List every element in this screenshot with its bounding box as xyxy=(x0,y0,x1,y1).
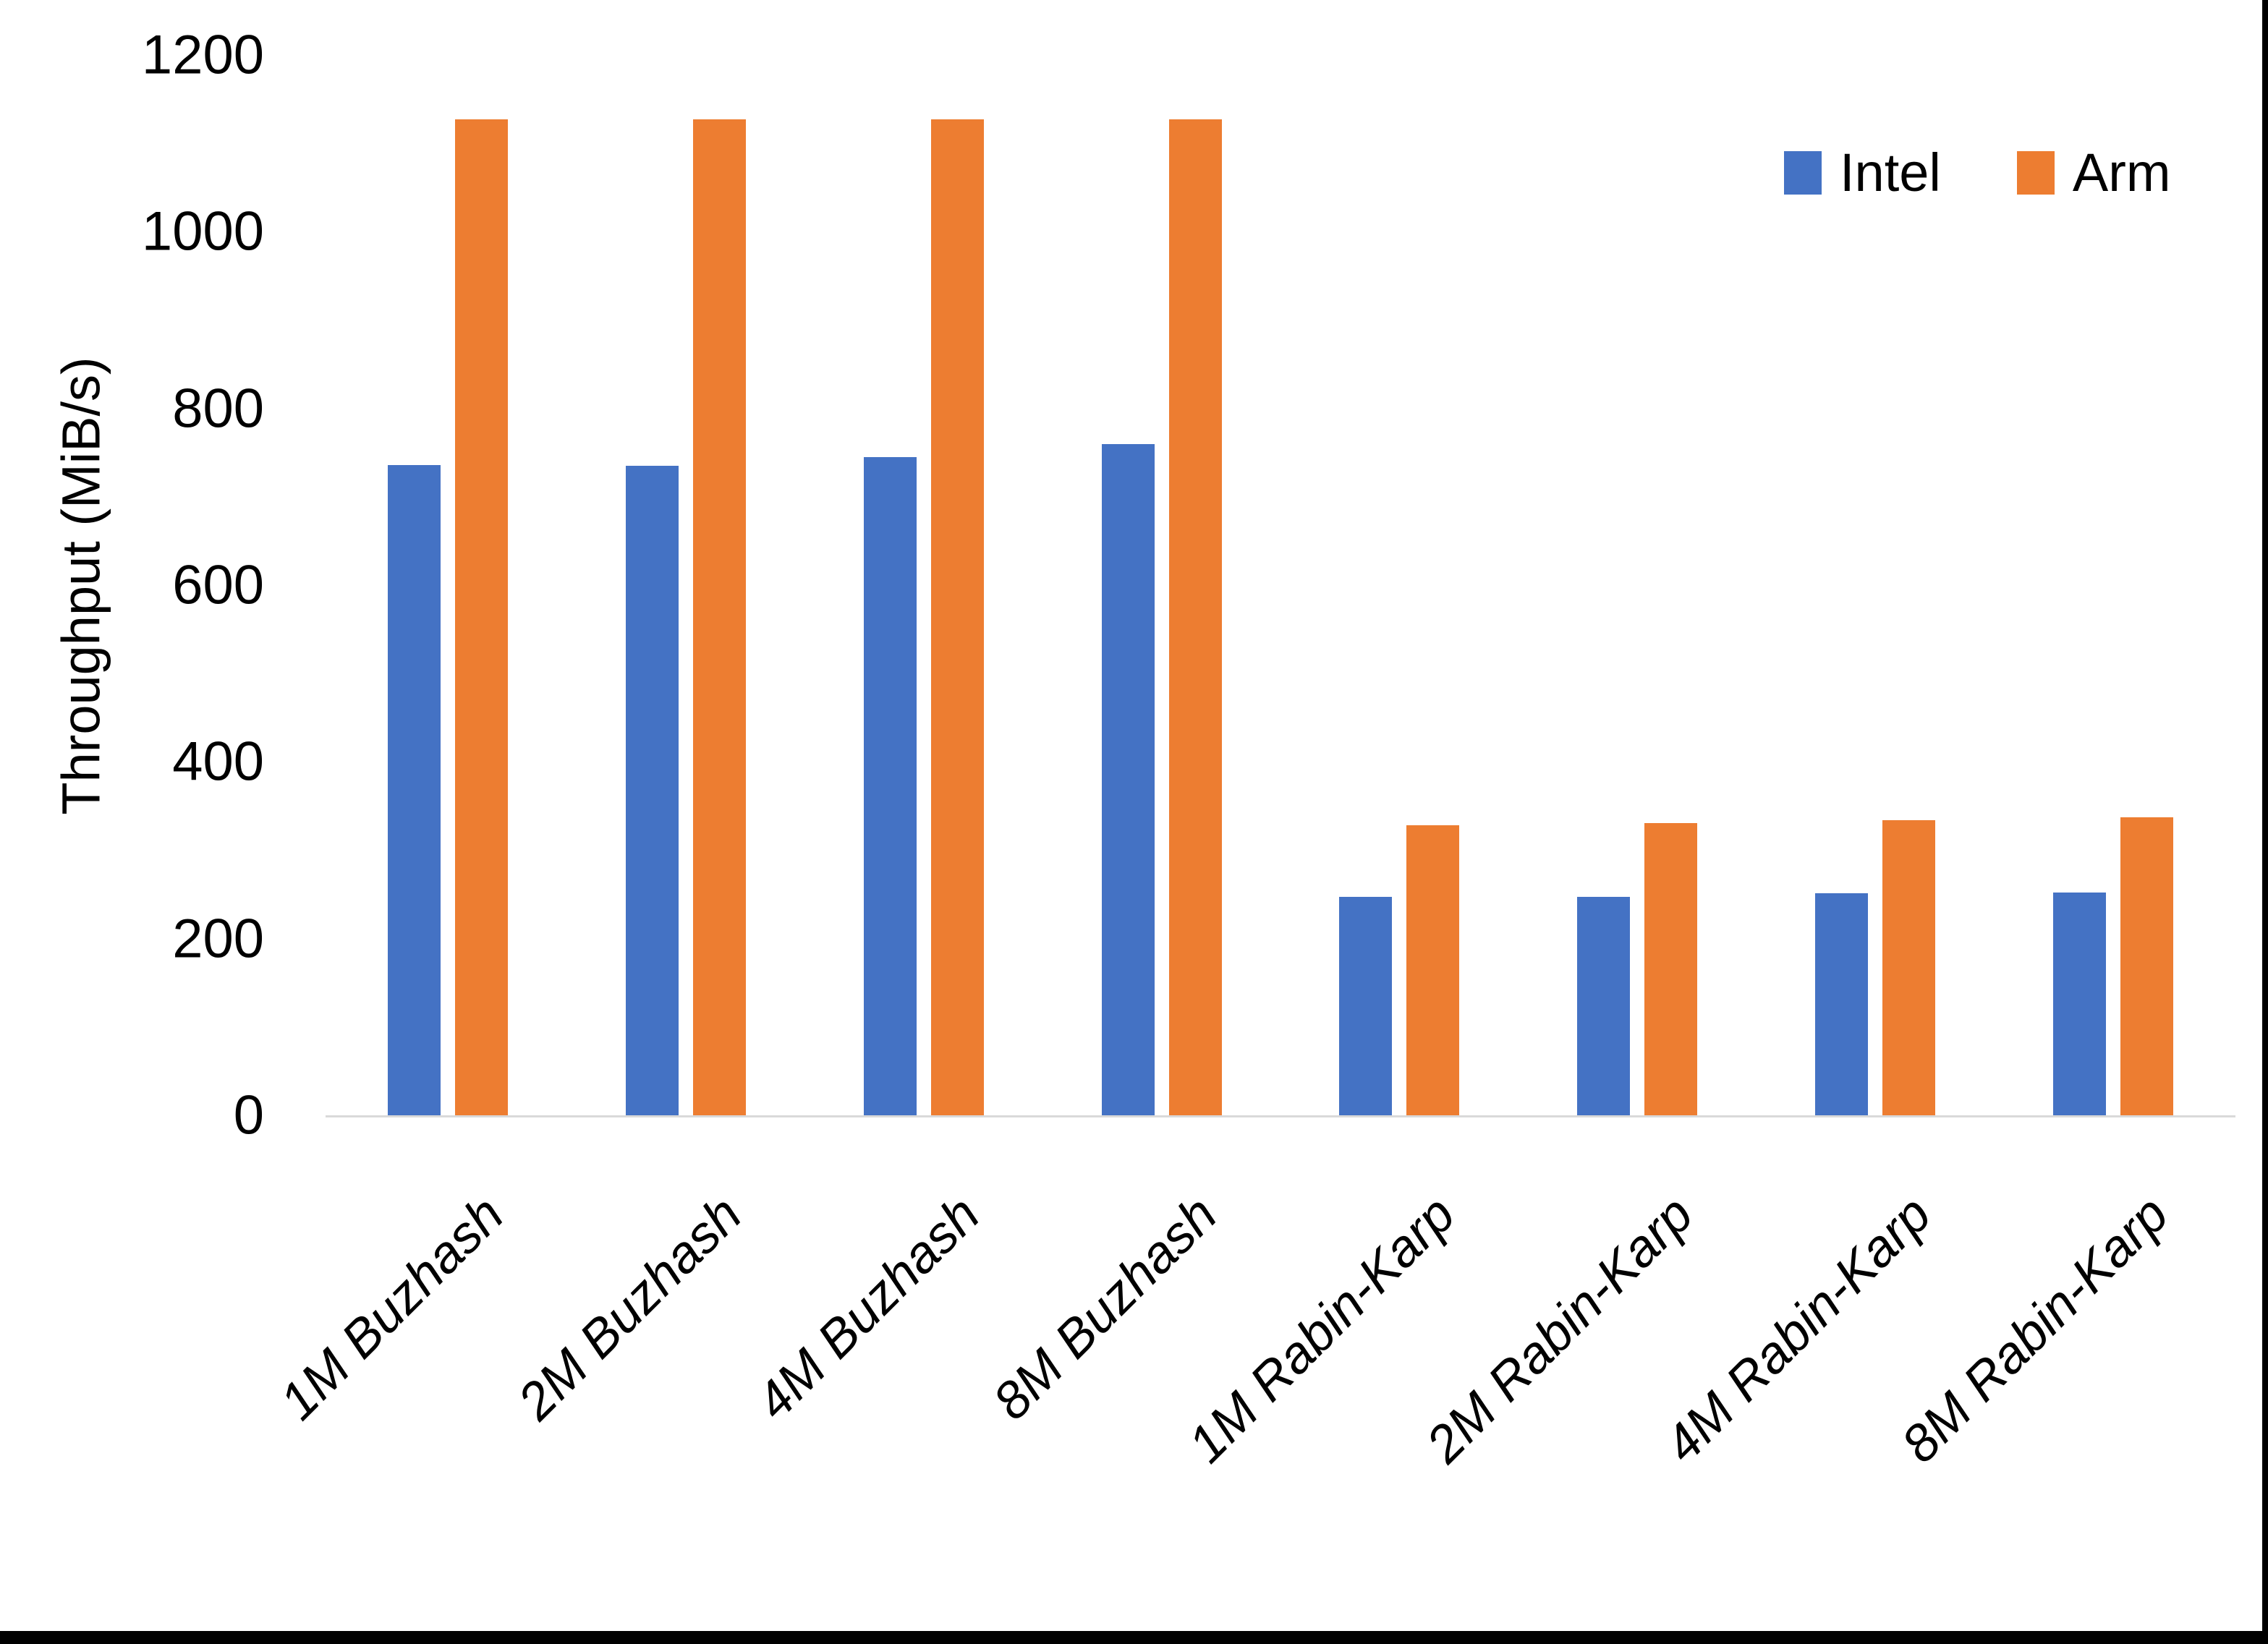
legend-item-arm: Arm xyxy=(2016,142,2171,203)
legend-item-intel: Intel xyxy=(1784,142,1941,203)
legend-label-arm: Arm xyxy=(2072,142,2171,203)
bar-group-4m-buzhash xyxy=(805,55,1043,1115)
bar-group-1m-buzhash xyxy=(329,55,567,1115)
bar-intel-2m-rabin-karp xyxy=(1577,897,1631,1115)
bar-intel-1m-buzhash xyxy=(388,464,441,1115)
bar-arm-4m-buzhash xyxy=(930,119,984,1115)
x-label-2m-buzhash: 2M Buzhash xyxy=(506,1185,753,1431)
legend-swatch-arm xyxy=(2016,150,2055,195)
bar-intel-1m-rabin-karp xyxy=(1339,897,1393,1115)
y-tick-label-600: 600 xyxy=(172,554,264,616)
y-tick-label-400: 400 xyxy=(172,731,264,793)
plot-area xyxy=(329,55,2232,1115)
bar-intel-8m-rabin-karp xyxy=(2052,893,2106,1115)
bar-arm-1m-rabin-karp xyxy=(1406,825,1460,1115)
bar-group-8m-rabin-karp xyxy=(1994,55,2232,1115)
bar-intel-4m-buzhash xyxy=(863,456,917,1115)
y-tick-label-0: 0 xyxy=(233,1084,264,1146)
x-axis-line xyxy=(326,1115,2235,1117)
x-label-1m-buzhash: 1M Buzhash xyxy=(269,1185,515,1431)
y-tick-label-800: 800 xyxy=(172,378,264,440)
bar-arm-1m-buzhash xyxy=(455,119,509,1115)
y-tick-label-1000: 1000 xyxy=(141,200,264,263)
bar-arm-8m-buzhash xyxy=(1168,119,1222,1115)
bar-group-2m-rabin-karp xyxy=(1519,55,1757,1115)
legend-label-intel: Intel xyxy=(1840,142,1941,203)
legend: Intel Arm xyxy=(1784,142,2171,203)
bar-arm-8m-rabin-karp xyxy=(2120,817,2173,1115)
bar-intel-2m-buzhash xyxy=(626,466,679,1115)
bar-group-1m-rabin-karp xyxy=(1280,55,1519,1115)
bar-arm-2m-buzhash xyxy=(693,119,747,1115)
bar-group-2m-buzhash xyxy=(567,55,805,1115)
x-label-8m-buzhash: 8M Buzhash xyxy=(982,1185,1228,1431)
bar-intel-8m-buzhash xyxy=(1101,443,1155,1115)
x-label-4m-buzhash: 4M Buzhash xyxy=(744,1185,991,1431)
screen-edge-bottom xyxy=(0,1631,2268,1644)
bar-intel-4m-rabin-karp xyxy=(1814,893,1868,1115)
legend-swatch-intel xyxy=(1784,150,1822,195)
bar-group-4m-rabin-karp xyxy=(1757,55,1995,1115)
y-axis-tick-labels: 0 200 400 600 800 1000 1200 xyxy=(0,0,264,1644)
bar-arm-2m-rabin-karp xyxy=(1644,822,1698,1115)
bar-arm-4m-rabin-karp xyxy=(1882,819,1935,1115)
bar-group-8m-buzhash xyxy=(1042,55,1280,1115)
y-tick-label-200: 200 xyxy=(172,908,264,970)
y-tick-label-1200: 1200 xyxy=(141,24,264,86)
screen-edge-right xyxy=(2262,0,2268,1644)
